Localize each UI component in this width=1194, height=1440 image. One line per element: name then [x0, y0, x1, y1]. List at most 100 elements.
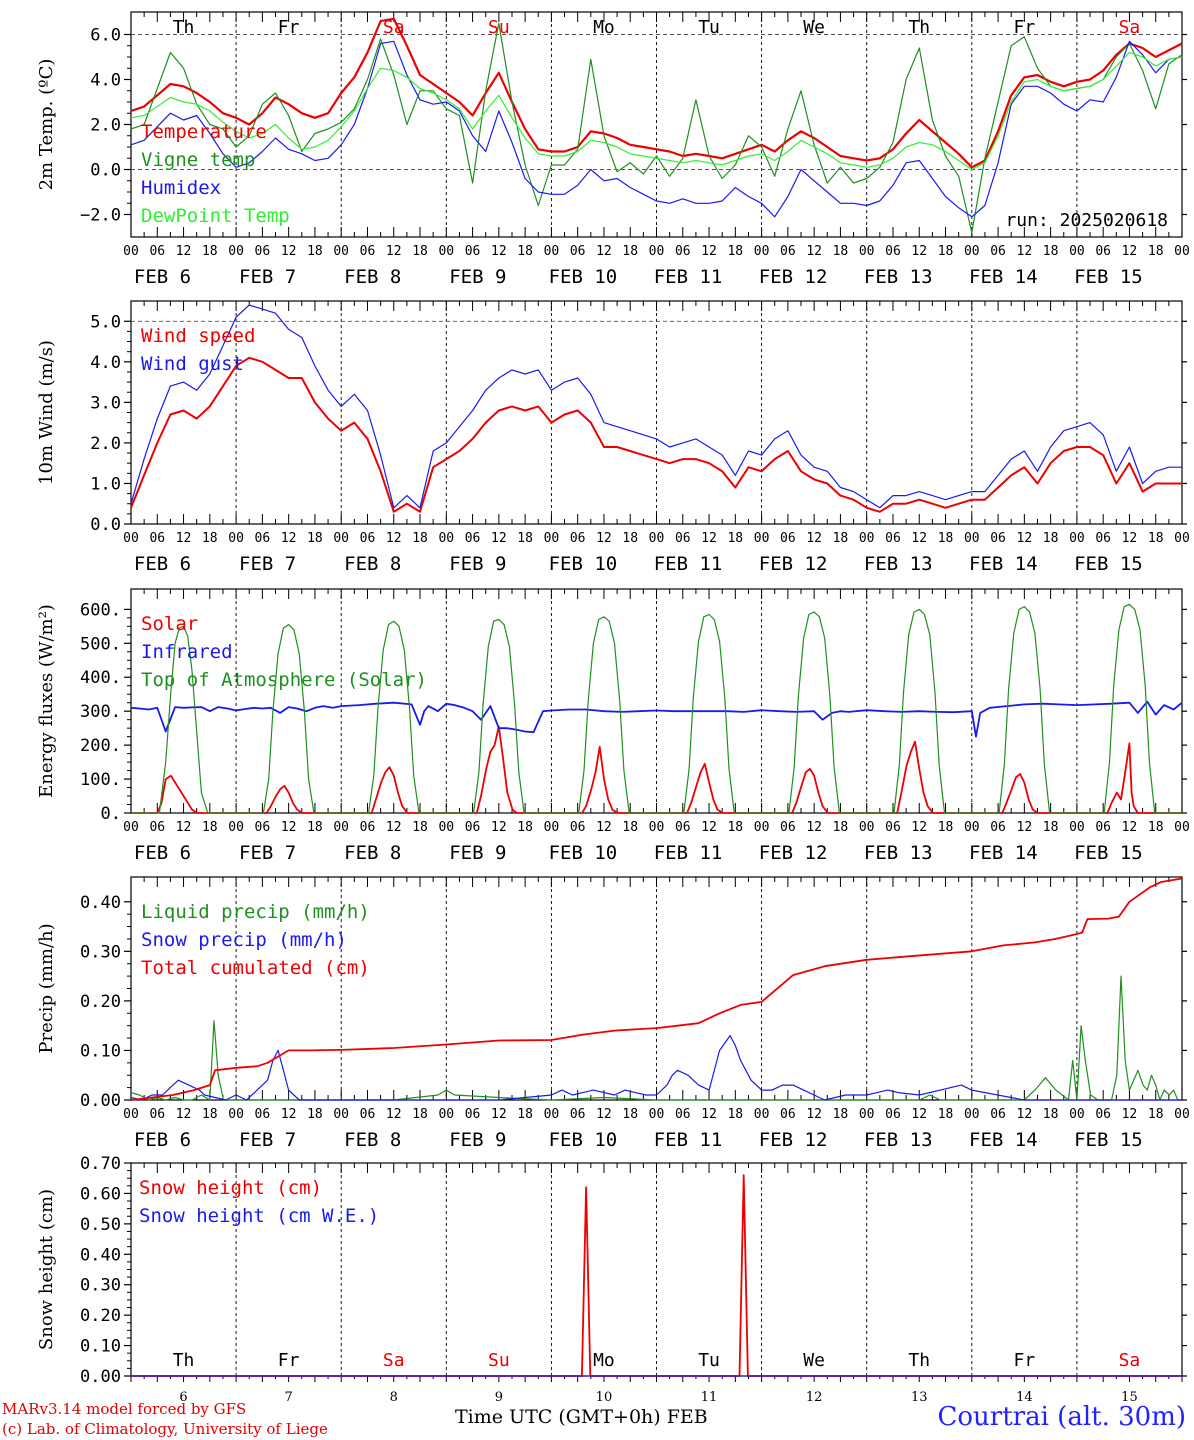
- hour-tick-label: 18: [1148, 244, 1164, 259]
- hour-tick-label: 18: [727, 531, 743, 546]
- day-number-label: 14: [1016, 1390, 1033, 1405]
- legend-entry: DewPoint Temp: [141, 205, 290, 227]
- hour-tick-label: 12: [1017, 820, 1033, 835]
- hour-tick-label: 06: [1095, 1107, 1111, 1122]
- hour-tick-label: 06: [990, 1107, 1006, 1122]
- y-tick-label: 2.0: [90, 116, 121, 136]
- run-label: run: 2025020618: [1005, 210, 1168, 231]
- weekday-label: Su: [488, 1350, 510, 1371]
- date-label: FEB 7: [239, 842, 296, 864]
- hour-tick-label: 00: [964, 531, 980, 546]
- hour-tick-label: 06: [360, 1107, 376, 1122]
- y-tick-label: 600.: [80, 600, 121, 620]
- hour-tick-label: 12: [176, 1107, 192, 1122]
- date-label: FEB 8: [344, 1129, 401, 1151]
- hour-tick-label: 06: [675, 531, 691, 546]
- y-tick-label: 0.70: [80, 1154, 121, 1174]
- day-number-label: 7: [285, 1390, 293, 1405]
- weekday-label: We: [803, 17, 825, 38]
- y-tick-label: −2.0: [80, 206, 121, 226]
- hour-tick-label: 18: [202, 820, 218, 835]
- hour-tick-label: 06: [675, 820, 691, 835]
- date-label: FEB 9: [449, 842, 506, 864]
- hour-tick-label: 18: [727, 820, 743, 835]
- hour-tick-label: 06: [780, 820, 796, 835]
- date-label: FEB 6: [134, 1129, 191, 1151]
- time-axis-label: Time UTC (GMT+0h) FEB: [455, 1406, 708, 1428]
- day-number-label: 6: [179, 1390, 187, 1405]
- hour-tick-label: 00: [544, 531, 560, 546]
- date-label: FEB 9: [449, 553, 506, 575]
- weekday-label: Tu: [698, 17, 720, 38]
- y-tick-label: 0.0: [90, 161, 121, 181]
- y-axis-label: Snow height (cm): [36, 1189, 57, 1350]
- date-label: FEB 10: [549, 1129, 618, 1151]
- plot-frame: [130, 588, 1183, 814]
- hour-tick-label: 06: [990, 531, 1006, 546]
- hour-tick-label: 12: [911, 1107, 927, 1122]
- date-label: FEB 7: [239, 266, 296, 288]
- hour-tick-label: 06: [675, 244, 691, 259]
- weekday-label: Th: [908, 1350, 930, 1371]
- date-label: FEB 11: [654, 266, 723, 288]
- hour-tick-label: 18: [412, 244, 428, 259]
- hour-tick-label: 00: [859, 820, 875, 835]
- panel-5: 0.70 0.60 0.50 0.40 0.30 0.20 0.10 0.00 Snow hei…: [36, 1154, 1187, 1405]
- hour-tick-label: 06: [570, 820, 586, 835]
- date-label: FEB 10: [549, 553, 618, 575]
- hour-tick-label: 06: [990, 820, 1006, 835]
- hour-tick-label: 00: [333, 531, 349, 546]
- y-tick-label: 0.0: [90, 515, 121, 535]
- y-axis-label: Energy fluxes (W/m²): [36, 604, 57, 798]
- hour-tick-label: 00: [438, 531, 454, 546]
- hour-tick-label: 18: [517, 244, 533, 259]
- date-label: FEB 6: [134, 266, 191, 288]
- day-number-label: 12: [806, 1390, 823, 1405]
- hour-tick-label: 12: [281, 820, 297, 835]
- day-number-label: 10: [596, 1390, 613, 1405]
- hour-tick-label: 12: [596, 820, 612, 835]
- hour-tick-label: 12: [596, 531, 612, 546]
- hour-tick-label: 18: [1043, 244, 1059, 259]
- hour-tick-label: 06: [990, 244, 1006, 259]
- y-axis-label: 10m Wind (m/s): [36, 340, 57, 485]
- hour-tick-label: 06: [465, 244, 481, 259]
- hour-tick-label: 00: [228, 1107, 244, 1122]
- hour-tick-label: 18: [517, 820, 533, 835]
- legend-entry: Temperature: [141, 121, 267, 143]
- panel-2: 5.0 4.0 3.0 2.0 1.0 0.0 10m Wind (m/s) Wind spe…: [36, 300, 1190, 575]
- weekday-label: Mo: [593, 17, 615, 38]
- hour-tick-label: 00: [649, 244, 665, 259]
- hour-tick-label: 18: [1148, 1107, 1164, 1122]
- hour-tick-label: 00: [333, 244, 349, 259]
- y-tick-label: 0.20: [80, 992, 121, 1012]
- hour-tick-label: 12: [596, 244, 612, 259]
- legend-entry: Solar: [141, 613, 198, 635]
- legend-entry: Snow height (cm W.E.): [139, 1205, 379, 1227]
- date-label: FEB 14: [969, 266, 1038, 288]
- date-label: FEB 15: [1074, 266, 1143, 288]
- hour-tick-label: 12: [1122, 244, 1138, 259]
- hour-tick-label: 06: [570, 531, 586, 546]
- date-label: FEB 12: [759, 842, 828, 864]
- date-label: FEB 15: [1074, 1129, 1143, 1151]
- hour-tick-label: 18: [412, 531, 428, 546]
- hour-tick-label: 06: [885, 244, 901, 259]
- hour-tick-label: 18: [307, 244, 323, 259]
- legend-entry: Liquid precip (mm/h): [141, 901, 370, 923]
- lab-credit: (c) Lab. of Climatology, University of L…: [2, 1420, 328, 1438]
- hour-tick-label: 18: [938, 531, 954, 546]
- series-line-wind-gust: [130, 304, 1182, 509]
- date-label: FEB 6: [134, 842, 191, 864]
- hour-tick-label: 00: [754, 244, 770, 259]
- date-label: FEB 12: [759, 266, 828, 288]
- hour-tick-label: 06: [885, 820, 901, 835]
- y-tick-label: 0.00: [80, 1367, 121, 1387]
- hour-tick-label: 00: [1069, 820, 1085, 835]
- hour-tick-label: 06: [465, 820, 481, 835]
- hour-tick-label: 06: [360, 820, 376, 835]
- hour-tick-label: 18: [307, 531, 323, 546]
- hour-tick-label: 00: [859, 244, 875, 259]
- month-label: FEB: [666, 1406, 708, 1428]
- hour-tick-label: 18: [1043, 820, 1059, 835]
